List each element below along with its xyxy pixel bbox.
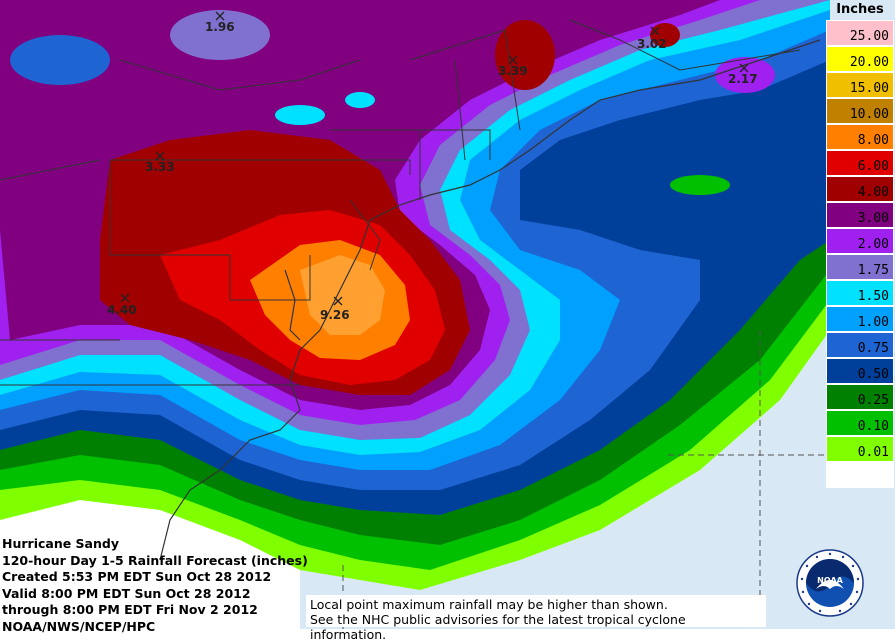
legend-swatch: 25.00 [826,20,894,46]
legend-label: 2.00 [857,237,889,252]
legend-swatch: 1.00 [826,306,894,332]
legend-swatch [826,462,894,488]
disclaimer-note: Local point maximum rainfall may be high… [306,595,766,642]
legend-swatch: 0.50 [826,358,894,384]
legend-label: 1.00 [857,315,889,330]
legend-label: 4.00 [857,185,889,200]
legend-label: 1.75 [857,263,889,278]
legend-swatch: 2.00 [826,228,894,254]
legend-swatch: 0.10 [826,410,894,436]
legend-title: Inches [836,2,884,17]
legend-swatch: 0.01 [826,436,894,462]
info-block: Hurricane Sandy 120-hour Day 1-5 Rainfal… [2,536,308,635]
legend-swatch: 1.75 [826,254,894,280]
legend-label: 8.00 [857,133,889,148]
info-forecast-type: 120-hour Day 1-5 Rainfall Forecast (inch… [2,552,308,568]
legend-swatch: 0.25 [826,384,894,410]
noaa-logo-icon: NOAA [796,549,864,617]
legend-swatch: 4.00 [826,176,894,202]
max-label-7: 9.26 [320,308,350,322]
legend-label: 0.25 [857,393,889,408]
legend-swatch: 0.75 [826,332,894,358]
info-storm-name: Hurricane Sandy [2,536,119,551]
max-label-5: 3.33 [145,160,175,174]
legend-label: 15.00 [849,81,889,96]
legend-label: 0.01 [857,445,889,460]
legend-label: 25.00 [849,29,889,44]
legend-swatch: 6.00 [826,150,894,176]
legend-label: 0.50 [857,367,889,382]
legend-swatch: 15.00 [826,72,894,98]
logo-text: NOAA [817,576,843,585]
max-label-4: 2.17 [728,72,758,86]
max-label-3: 3.02 [637,37,667,51]
legend-label: 0.75 [857,341,889,356]
legend-label: 0.10 [857,419,889,434]
legend-label: 1.50 [857,289,889,304]
note-line-2: See the NHC public advisories for the la… [310,612,686,642]
info-valid: Valid 8:00 PM EDT Sun Oct 28 2012 [2,585,251,601]
max-label-2: 3.39 [498,64,528,78]
legend-label: 3.00 [857,211,889,226]
max-label-1: 1.96 [205,20,235,34]
legend-swatch: 1.50 [826,280,894,306]
info-source: NOAA/NWS/NCEP/HPC [2,618,156,634]
legend-swatch: 20.00 [826,46,894,72]
info-through: through 8:00 PM EDT Fri Nov 2 2012 [2,602,258,617]
max-label-6: 4.40 [107,303,137,317]
legend-label: 10.00 [849,107,889,122]
info-created: Created 5:53 PM EDT Sun Oct 28 2012 [2,569,272,584]
legend-label: 6.00 [857,159,889,174]
legend-swatch: 10.00 [826,98,894,124]
rainfall-map [0,0,895,629]
legend-label: 20.00 [849,55,889,70]
note-line-1: Local point maximum rainfall may be high… [310,597,668,612]
legend-swatch: 3.00 [826,202,894,228]
legend: 25.00 20.00 15.00 10.00 8.00 6.00 4.00 3.00 2.00… [826,20,894,488]
legend-swatch: 8.00 [826,124,894,150]
